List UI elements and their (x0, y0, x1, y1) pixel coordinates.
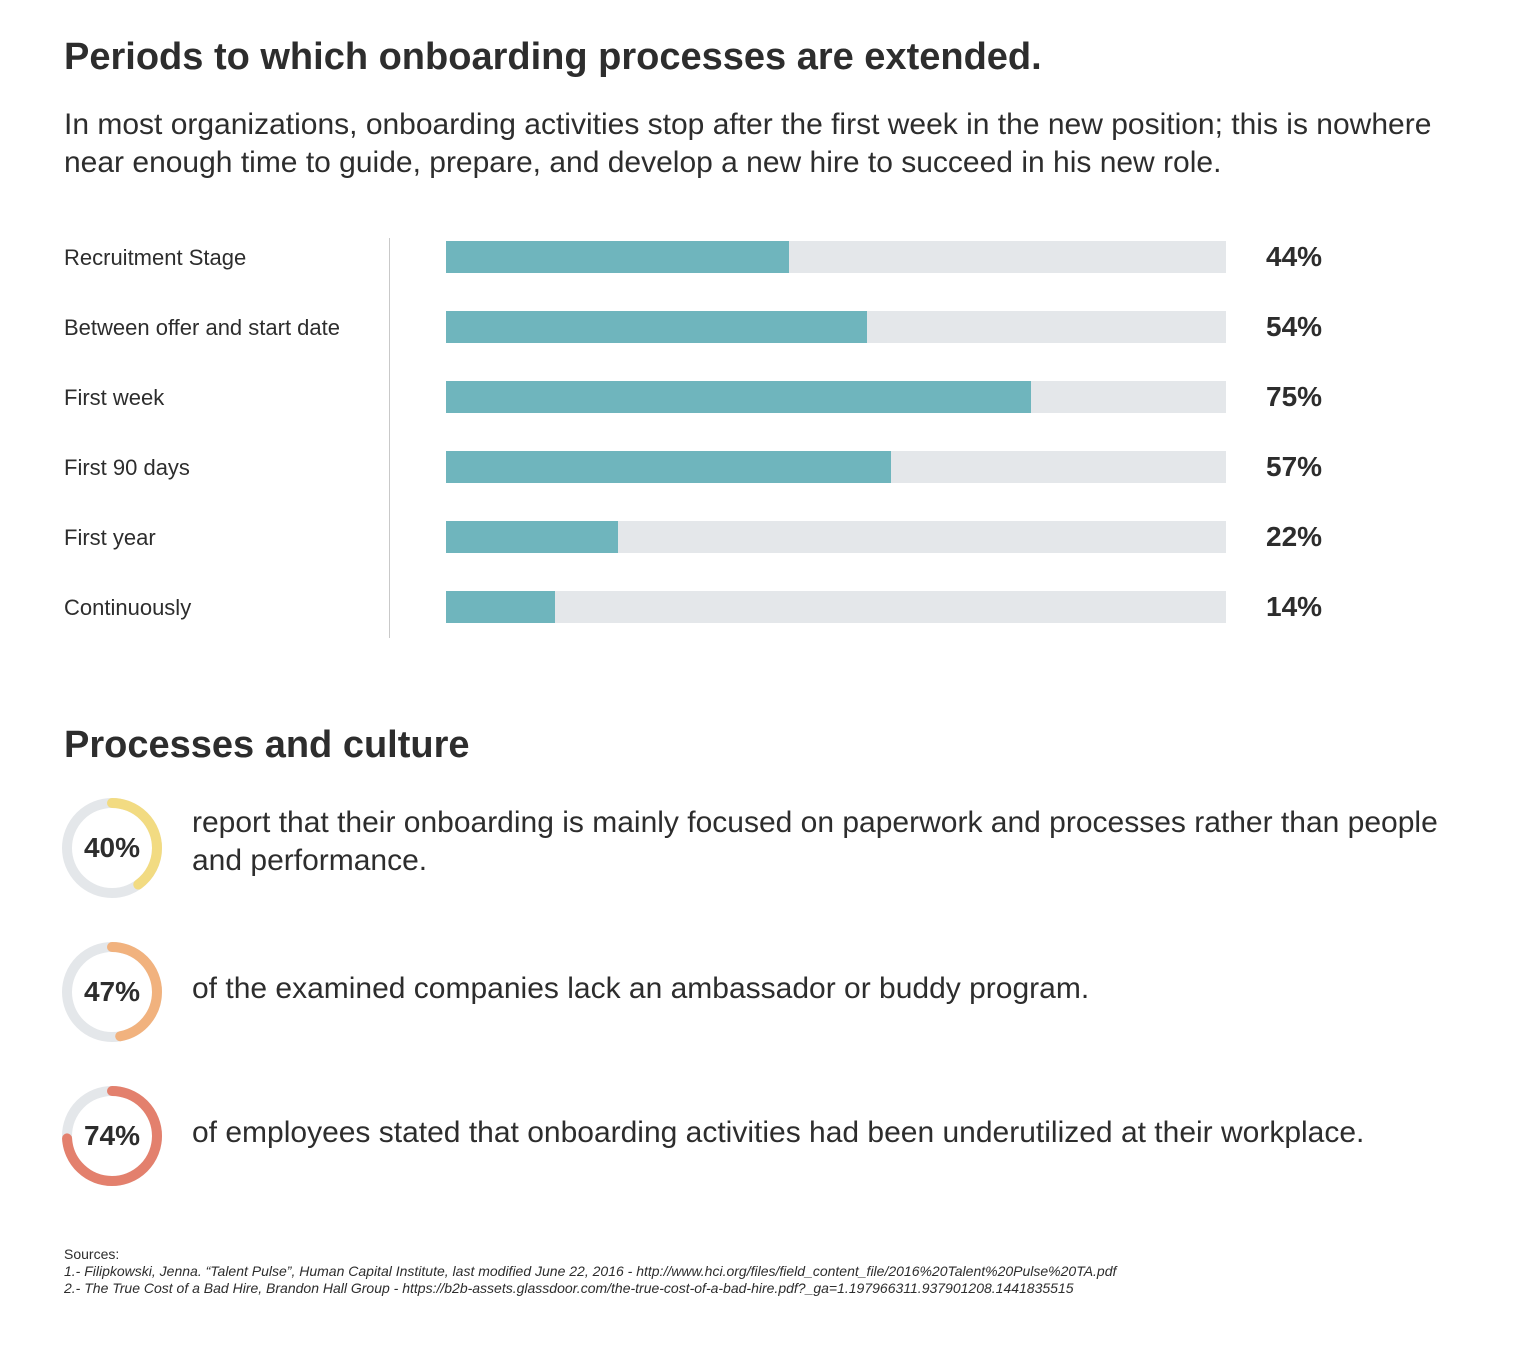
sources: Sources: 1.- Filipkowski, Jenna. “Talent… (64, 1246, 1116, 1297)
label-divider (389, 238, 390, 638)
source-line: 2.- The True Cost of a Bad Hire, Brandon… (64, 1280, 1074, 1296)
donut-ring: 74% (52, 1076, 172, 1196)
bar-value-label: 57% (1266, 451, 1323, 482)
bar-row: First week 75% (0, 378, 1520, 418)
donut-value-label: 74% (83, 1120, 141, 1151)
sources-heading: Sources: (64, 1246, 120, 1262)
donut-svg (62, 1086, 162, 1186)
donut-slice (62, 1086, 162, 1186)
donut-ring: 47% (52, 932, 172, 1052)
bar-row: Continuously 14% (0, 588, 1520, 628)
bar-category-label: Between offer and start date (64, 315, 340, 340)
bar-chart: Recruitment Stage 44% Between offer and st… (0, 238, 1520, 638)
bar-track (446, 311, 1226, 343)
donut-value-label: 47% (83, 976, 141, 1007)
stat-description: of employees stated that onboarding acti… (192, 1116, 1365, 1149)
stat-item: 40% report that their onboarding is mainl… (0, 0, 1520, 898)
chart-title: Periods to which onboarding processes ar… (64, 36, 1042, 78)
bar-track (446, 451, 1226, 483)
bar-row: Recruitment Stage 44% (0, 238, 1520, 278)
donut-svg (62, 798, 162, 898)
bar-value-label: 44% (1266, 241, 1323, 272)
bar (446, 381, 1031, 413)
stat-description: of the examined companies lack an ambass… (192, 972, 1090, 1005)
bar-row: First 90 days 57% (0, 448, 1520, 488)
bar-value-label: 22% (1266, 521, 1323, 552)
donut-slice (62, 798, 162, 898)
bar-category-label: First 90 days (64, 455, 190, 480)
donut-ring: 40% (52, 788, 172, 908)
bar-row: First year 22% (0, 518, 1520, 558)
source-line: 1.- Filipkowski, Jenna. “Talent Pulse”, … (64, 1263, 1117, 1279)
bar-track (446, 591, 1226, 623)
bar (446, 451, 891, 483)
stat-item: 74% of employees stated that onboarding a… (0, 0, 1520, 1186)
chart-subtitle: In most organizations, onboarding activi… (64, 108, 1432, 179)
bar-track (446, 521, 1226, 553)
bar (446, 241, 789, 273)
bar-category-label: First year (64, 525, 156, 550)
donut-slice (62, 942, 162, 1042)
section-title: Processes and culture (64, 724, 470, 766)
bar-value-label: 14% (1266, 591, 1323, 622)
bar-category-label: Continuously (64, 595, 192, 620)
bar-track (446, 381, 1226, 413)
bar-track (446, 241, 1226, 273)
bar (446, 521, 618, 553)
bar-row: Between offer and start date 54% (0, 308, 1520, 348)
stat-description: report that their onboarding is mainly f… (192, 806, 1438, 877)
donut-value-label: 40% (83, 832, 141, 863)
stat-item: 47% of the examined companies lack an amb… (0, 0, 1520, 1042)
bar-category-label: Recruitment Stage (64, 245, 247, 270)
donut-svg (62, 942, 162, 1042)
bar (446, 591, 555, 623)
bar (446, 311, 867, 343)
bar-category-label: First week (64, 385, 165, 410)
bar-value-label: 75% (1266, 381, 1323, 412)
bar-value-label: 54% (1266, 311, 1323, 342)
